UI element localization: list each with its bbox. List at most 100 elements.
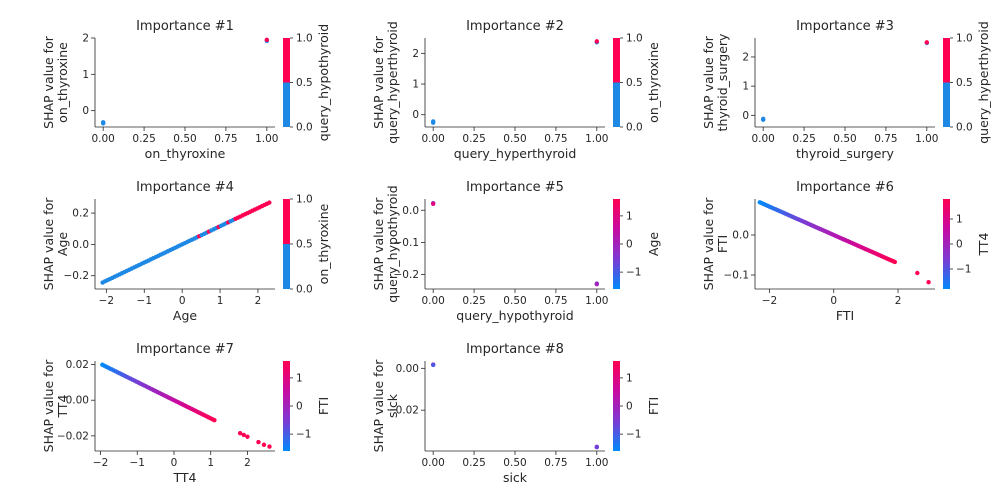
- y-tick-label: 0.0: [732, 230, 749, 242]
- y-tick-label: 0.0: [402, 205, 419, 217]
- y-axis-label-line: SHAP value for: [371, 197, 386, 291]
- x-tick-label: 0.25: [462, 295, 485, 307]
- colorbar-tick-label: −1: [626, 429, 641, 441]
- data-point: [267, 200, 272, 205]
- colorbar-tick-label: 0.5: [296, 77, 313, 89]
- x-tick-label: −1: [130, 457, 145, 469]
- colorbar-label: TT4: [976, 232, 991, 256]
- x-tick-label: 1: [207, 457, 214, 469]
- colorbar-tick-label: 1.0: [956, 33, 973, 45]
- data-point: [267, 444, 272, 449]
- data-point: [245, 434, 250, 439]
- chart-title: Importance #3: [796, 19, 894, 34]
- x-tick-label: 0.75: [544, 133, 567, 145]
- y-axis-label-line: sick: [385, 393, 400, 418]
- x-tick-label: 0.75: [544, 457, 567, 469]
- colorbar-label: on_thyroxine: [316, 203, 331, 284]
- x-tick-label: 0.25: [792, 133, 815, 145]
- data-point: [430, 201, 436, 207]
- x-tick-label: 1: [217, 295, 224, 307]
- y-axis-label-line: SHAP value for: [371, 35, 386, 129]
- chart-panel-1: Importance #1 0.00 0.25 0.50 0.75 1.00 0 1 2 on_t…: [41, 19, 331, 161]
- colorbar-tick-label: 0.0: [626, 122, 643, 134]
- y-tick-label: −0.1: [394, 237, 420, 249]
- colorbar-tick-label: 0.5: [626, 77, 643, 89]
- y-axis-label: SHAP value forthyroid_surgery: [701, 33, 730, 132]
- chart-panel-8: Importance #8 0.00 0.25 0.50 0.75 1.00 −0.02 0.…: [371, 342, 661, 485]
- colorbar-label: Age: [646, 232, 661, 256]
- x-tick-label: 0.75: [874, 133, 897, 145]
- colorbar-tick-label: 1: [296, 372, 303, 384]
- colorbar-high-segment: [283, 38, 290, 83]
- y-axis-label-line: Age: [55, 232, 70, 256]
- y-axis-label: SHAP value forAge: [41, 197, 70, 291]
- chart-title: Importance #4: [136, 180, 234, 195]
- data-point: [924, 40, 930, 45]
- x-tick-label: 0.50: [503, 133, 526, 145]
- y-axis-label-line: thyroid_surgery: [715, 33, 730, 132]
- colorbar-label: FTI: [646, 397, 661, 415]
- y-axis-label: SHAP value forFTI: [701, 197, 730, 291]
- data-point: [926, 280, 931, 285]
- data-point: [237, 430, 243, 436]
- chart-title: Importance #5: [466, 180, 564, 195]
- x-tick-label: 2: [255, 295, 262, 307]
- x-tick-label: −2: [762, 295, 777, 307]
- colorbar-high-segment: [943, 38, 950, 83]
- x-tick-label: −2: [99, 295, 114, 307]
- chart-panel-7: Importance #7−2 −1 0 1 2−0.020.000.02TT4SHAP…: [41, 342, 331, 485]
- colorbar-tick-label: 0: [296, 401, 303, 413]
- x-axis-label: FTI: [836, 308, 854, 323]
- x-tick-label: 2: [895, 295, 902, 307]
- x-axis-label: on_thyroxine: [145, 146, 226, 161]
- colorbar-tick-label: 1.0: [626, 33, 643, 45]
- x-tick-label: 0.25: [462, 133, 485, 145]
- colorbar-tick-label: 0.0: [956, 122, 973, 134]
- colorbar-tick-label: 0.0: [296, 122, 313, 134]
- y-axis-label-line: SHAP value for: [41, 35, 56, 129]
- y-axis-label-line: query_hyperthyroid: [385, 21, 400, 144]
- data-point: [594, 281, 600, 287]
- y-tick-label: 0.00: [66, 395, 89, 407]
- y-tick-label: −0.1: [724, 270, 750, 282]
- x-tick-label: 0: [830, 295, 837, 307]
- colorbar-tick-label: 0: [956, 239, 963, 251]
- chart-panel-3: Importance #3 0.00 0.25 0.50 0.75 1.00 0 1 2 thyr…: [701, 19, 991, 161]
- data-point: [760, 117, 766, 122]
- colorbar-low-segment: [283, 244, 290, 289]
- x-tick-label: 0: [179, 295, 186, 307]
- colorbar-low-segment: [943, 82, 950, 127]
- x-tick-label: 1.00: [585, 457, 608, 469]
- y-tick-label: 0.0: [72, 239, 89, 251]
- data-point: [594, 39, 600, 44]
- chart-title: Importance #1: [136, 19, 234, 34]
- data-point: [264, 37, 270, 43]
- x-tick-label: 0.50: [173, 133, 196, 145]
- y-tick-label: −0.02: [387, 405, 419, 417]
- x-tick-label: 1.00: [585, 133, 608, 145]
- x-tick-label: 0.75: [544, 295, 567, 307]
- chart-title: Importance #7: [136, 342, 234, 357]
- data-point: [594, 445, 600, 450]
- colorbar-label: on_thyroxine: [646, 42, 661, 123]
- y-tick-label: 1: [412, 79, 419, 91]
- x-axis-label: query_hypothyroid: [456, 308, 573, 323]
- x-tick-label: 0.00: [91, 133, 114, 145]
- data-point: [212, 418, 217, 423]
- y-axis-label: SHAP value forTT4: [41, 359, 70, 453]
- y-axis-label-line: SHAP value for: [701, 197, 716, 291]
- colorbar-tick-label: 0: [626, 239, 633, 251]
- y-tick-label: 0: [412, 109, 419, 121]
- x-axis-label: thyroid_surgery: [796, 146, 895, 161]
- y-axis-label-line: SHAP value for: [701, 35, 716, 129]
- y-axis-label-line: TT4: [55, 394, 70, 418]
- colorbar-high-segment: [283, 199, 290, 244]
- colorbar-tick-label: 0: [626, 401, 633, 413]
- colorbar-tick-label: 1.0: [296, 194, 313, 206]
- chart-panel-5: Importance #50.00 0.25 0.50 0.75 1.00−0.2−0.…: [371, 180, 661, 323]
- colorbar-tick-label: 0.5: [296, 239, 313, 251]
- x-tick-label: −1: [137, 295, 152, 307]
- colorbar-gradient: [943, 199, 950, 289]
- y-axis-label-line: query_hypothyroid: [385, 185, 400, 302]
